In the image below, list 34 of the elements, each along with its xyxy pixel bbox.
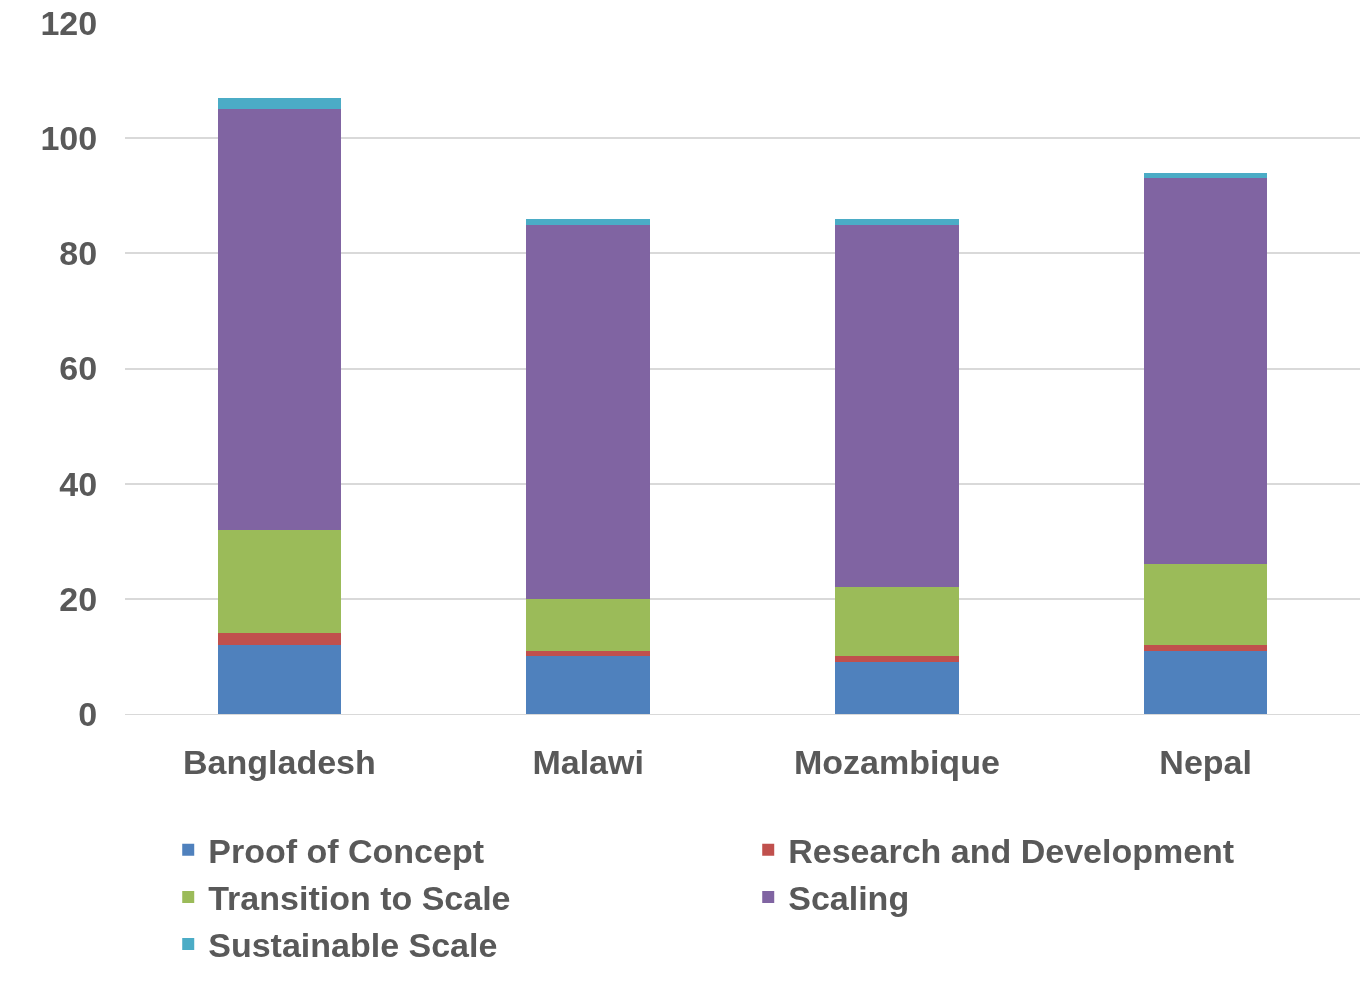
legend-label: Sustainable Scale — [208, 926, 498, 965]
bar — [835, 587, 959, 657]
bar — [1143, 178, 1268, 565]
bar — [526, 224, 650, 599]
bar — [526, 656, 650, 714]
bar — [1143, 650, 1268, 714]
bar — [1143, 644, 1268, 651]
x-tick-label: Nepal — [1159, 742, 1252, 781]
bar — [835, 662, 959, 714]
y-tick-label: 80 — [59, 234, 98, 273]
x-tick-label: Bangladesh — [183, 742, 376, 781]
x-tick-label: Mozambique — [793, 742, 1000, 781]
y-tick-label: 60 — [59, 349, 98, 388]
legend-label: Transition to Scale — [208, 879, 511, 918]
y-tick-label: 100 — [40, 119, 98, 158]
bar — [835, 224, 959, 588]
legend-label: Proof of Concept — [208, 831, 484, 870]
y-tick-label: 40 — [59, 464, 98, 503]
bar — [217, 644, 342, 714]
x-tick-label: Malawi — [532, 742, 644, 781]
y-tick-label: 0 — [78, 694, 98, 733]
bar — [835, 656, 959, 663]
bar — [217, 97, 342, 110]
legend-label: Scaling — [788, 879, 910, 918]
bar — [217, 109, 342, 530]
legend-label: Research and Development — [788, 831, 1235, 870]
bar — [1143, 564, 1268, 645]
bar — [217, 529, 342, 634]
y-tick-label: 20 — [59, 579, 98, 618]
bar — [526, 598, 650, 651]
bar — [526, 218, 650, 225]
bar — [217, 633, 342, 645]
y-tick-label: 120 — [40, 3, 98, 42]
bar — [835, 218, 959, 225]
